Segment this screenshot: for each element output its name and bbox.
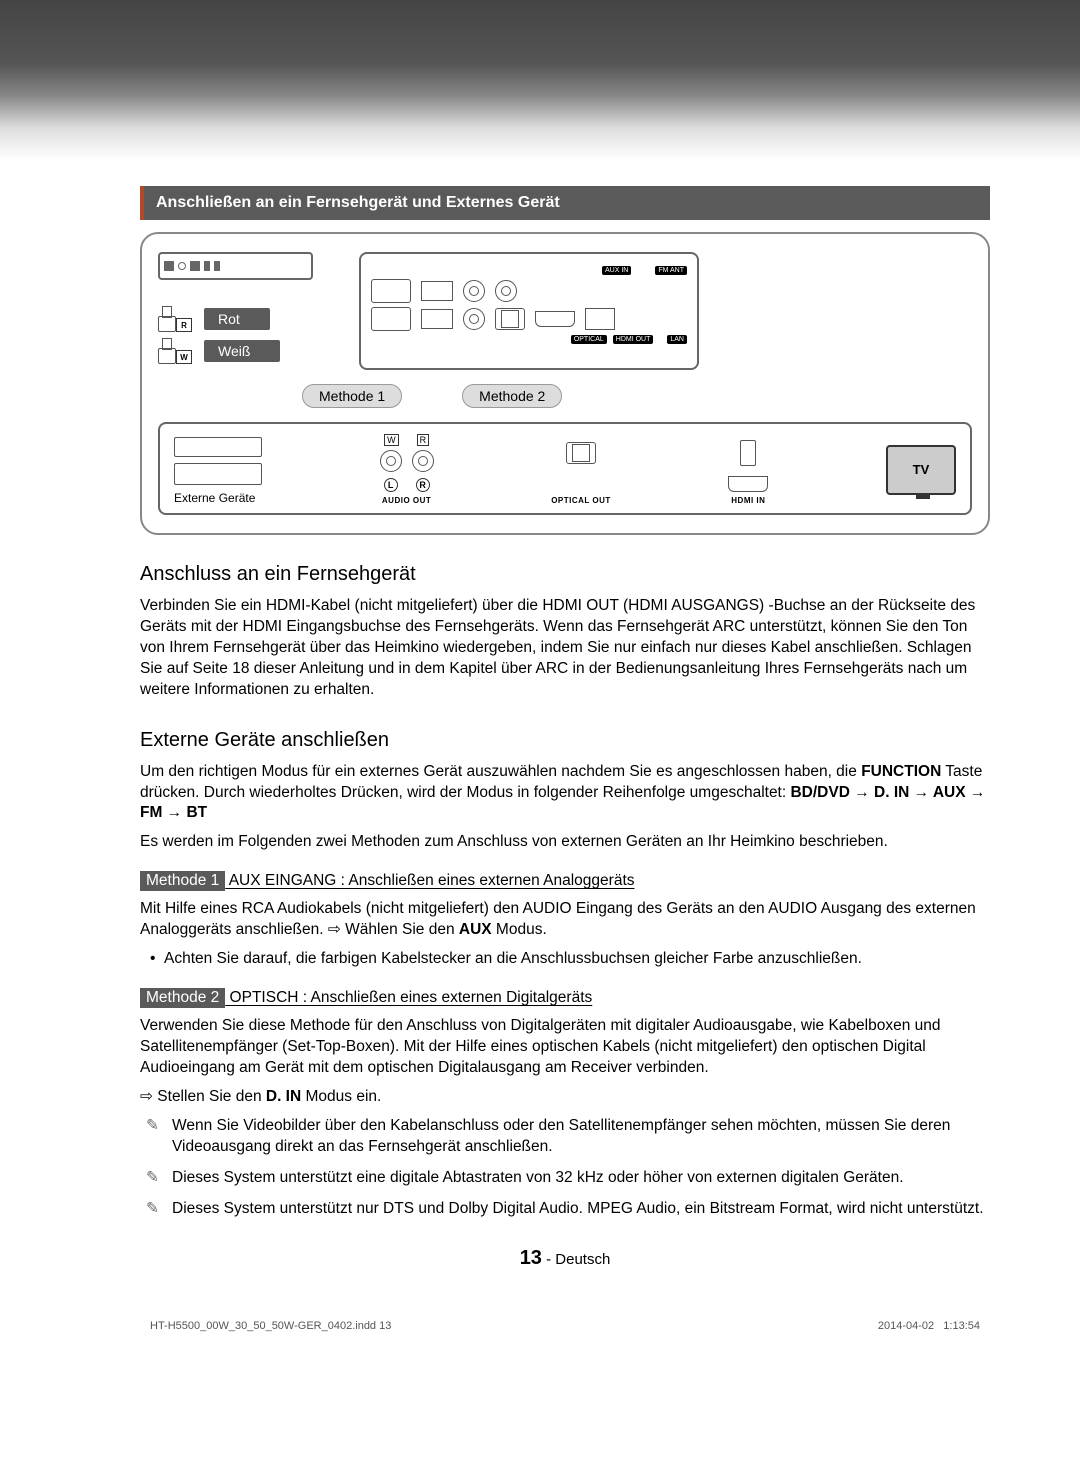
hdmi-in-col: HDMI IN [728, 440, 768, 505]
bp-optical-label: OPTICAL [571, 335, 607, 344]
tv-col: TV [886, 445, 956, 495]
method2-title-line: Methode 2 OPTISCH : Anschließen eines ex… [140, 988, 990, 1008]
external-device-icon [174, 463, 262, 485]
bp-lan-label: LAN [667, 335, 687, 344]
indd-filename: HT-H5500_00W_30_50_50W-GER_0402.indd 13 [150, 1320, 391, 1332]
aux-bold: AUX [459, 921, 492, 938]
port-r-badge: R [176, 318, 192, 332]
function-bold: FUNCTION [861, 763, 941, 780]
sec1-heading: Anschluss an ein Fernsehgerät [140, 563, 990, 586]
indd-date: 2014-04-02 [878, 1320, 934, 1332]
receiver-back-panel: AUX IN FM ANT OP [359, 252, 699, 370]
opticalout-label: OPTICAL OUT [551, 496, 611, 505]
m1-paragraph: Mit Hilfe eines RCA Audiokabels (nicht m… [140, 899, 990, 941]
audio-out-col: W R L R AUDIO OUT [380, 434, 434, 505]
hdmi-port-icon [535, 311, 575, 327]
rca-plug-icon [158, 338, 174, 364]
m1-bullet1: Achten Sie darauf, die farbigen Kabelste… [150, 949, 990, 970]
method2-tag: Methode 2 [140, 988, 225, 1008]
connection-diagram: R Rot W Weiß AUX IN FM ANT [140, 232, 990, 535]
r-circle: R [416, 478, 430, 492]
sec2-heading: Externe Geräte anschließen [140, 729, 990, 752]
speaker-port-icon [371, 307, 411, 331]
page-lang: - Deutsch [542, 1251, 610, 1268]
page-footer: 13 - Deutsch [140, 1247, 990, 1270]
indd-metadata: HT-H5500_00W_30_50_50W-GER_0402.indd 13 … [140, 1320, 990, 1332]
method1-body: Mit Hilfe eines RCA Audiokabels (nicht m… [140, 899, 990, 941]
fm-jack [495, 280, 517, 302]
aux-jack-w [463, 280, 485, 302]
optical-out-icon [566, 442, 596, 464]
page-content: Anschlüsse Anschließen an ein Fernsehger… [0, 186, 1080, 1392]
din-bold: D. IN [266, 1088, 301, 1105]
sec2-p2: Es werden im Folgenden zwei Methoden zum… [140, 832, 990, 853]
method-badges-row: Methode 1 Methode 2 [302, 384, 972, 408]
indd-datetime: 2014-04-02 1:13:54 [878, 1320, 980, 1332]
audio-jack-l [380, 450, 402, 472]
rca-plug-icon [158, 306, 174, 332]
method1-bullets: Achten Sie darauf, die farbigen Kabelste… [140, 949, 990, 970]
external-devices-box: Externe Geräte W R L R AUDIO OUT [158, 422, 972, 515]
sec2-body: Um den richtigen Modus für ein externes … [140, 762, 990, 854]
m2-setb: Modus ein. [301, 1088, 381, 1105]
bp-auxin-label: AUX IN [602, 266, 631, 275]
m2-note2: Dieses System unterstützt eine digitale … [146, 1168, 990, 1189]
method2-badge: Methode 2 [462, 384, 562, 408]
m1-pb: Modus. [492, 921, 547, 938]
method2-title: OPTISCH : Anschließen eines externen Dig… [225, 989, 592, 1006]
ext-w-label: W [384, 434, 399, 446]
port-icon [421, 309, 453, 329]
method1-badge: Methode 1 [302, 384, 402, 408]
optical-out-col: OPTICAL OUT [551, 442, 611, 505]
tv-label: TV [913, 462, 930, 477]
bp-fmant-label: FM ANT [655, 266, 687, 275]
hdmi-in-port-icon [728, 476, 768, 492]
port-r-label: Rot [204, 308, 270, 330]
port-weiss-row: W Weiß [158, 338, 313, 364]
method1-title: AUX EINGANG : Anschließen eines externen… [225, 872, 634, 889]
audio-jack-r [412, 450, 434, 472]
m1-pa: Mit Hilfe eines RCA Audiokabels (nicht m… [140, 900, 976, 938]
receiver-front-icon [158, 252, 313, 280]
port-w-badge: W [176, 350, 192, 364]
port-rot-row: R Rot [158, 306, 313, 332]
method1-tag: Methode 1 [140, 871, 225, 891]
usb-port-icon [421, 281, 453, 301]
m2-paragraph: Verwenden Sie diese Methode für den Ansc… [140, 1016, 990, 1079]
m2-seta: ⇨ Stellen Sie den [140, 1088, 266, 1105]
method1-title-line: Methode 1 AUX EINGANG : Anschließen eine… [140, 871, 990, 891]
page-number: 13 [520, 1247, 542, 1269]
method2-body: Verwenden Sie diese Methode für den Ansc… [140, 1016, 990, 1108]
lan-port-icon [585, 308, 615, 330]
ext-devices-caption: Externe Geräte [174, 491, 262, 505]
aux-jack-r [463, 308, 485, 330]
port-w-label: Weiß [204, 340, 280, 362]
tv-icon: TV [886, 445, 956, 495]
m2-set-mode: ⇨ Stellen Sie den D. IN Modus ein. [140, 1087, 990, 1108]
hdmiin-label: HDMI IN [731, 496, 765, 505]
indd-time: 1:13:54 [943, 1320, 980, 1332]
hdmi-plug-icon [740, 440, 756, 466]
speaker-port-icon [371, 279, 411, 303]
method2-notes: Wenn Sie Videobilder über den Kabelansch… [140, 1116, 990, 1220]
bp-hdmiout-label: HDMI OUT [613, 335, 654, 344]
diagram-left-col: R Rot W Weiß [158, 252, 313, 370]
m2-note1: Wenn Sie Videobilder über den Kabelansch… [146, 1116, 990, 1158]
optical-port-icon [495, 308, 525, 330]
ext-r-label: R [417, 434, 430, 446]
ext-devices-col: Externe Geräte [174, 437, 262, 505]
sec1-body: Verbinden Sie ein HDMI-Kabel (nicht mitg… [140, 596, 990, 701]
sec2-p1a: Um den richtigen Modus für ein externes … [140, 763, 861, 780]
audioout-label: AUDIO OUT [382, 496, 431, 505]
section-header-bar: Anschließen an ein Fernsehgerät und Exte… [140, 186, 990, 220]
m2-note3: Dieses System unterstützt nur DTS und Do… [146, 1199, 990, 1220]
l-circle: L [384, 478, 398, 492]
external-device-icon [174, 437, 262, 457]
sec1-paragraph: Verbinden Sie ein HDMI-Kabel (nicht mitg… [140, 596, 990, 701]
sec2-p1: Um den richtigen Modus für ein externes … [140, 762, 990, 825]
top-gradient-band [0, 0, 1080, 160]
